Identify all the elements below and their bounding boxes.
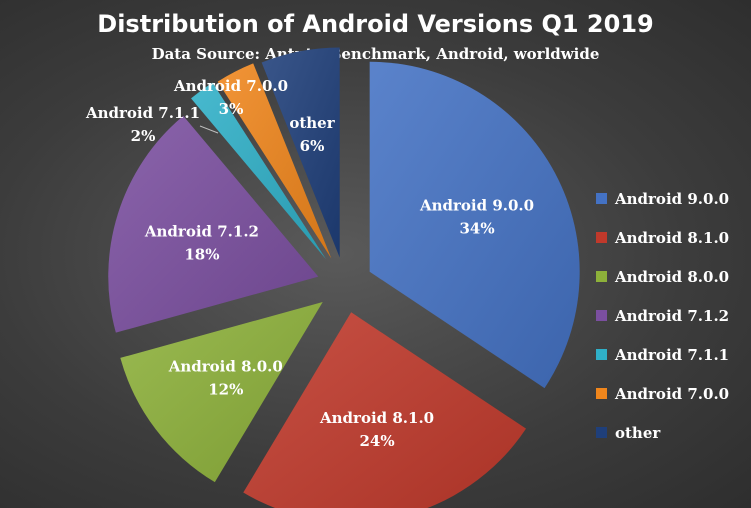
slice-labels: Android 9.0.0 34% Android 8.1.0 24% Android … — [85, 77, 534, 450]
slice-name-label-android-7-1-2: Android 7.1.2 — [144, 223, 259, 241]
slice-value-label-android-8-0-0: 12% — [208, 381, 243, 399]
legend-swatch-android-8-0-0 — [596, 271, 607, 282]
slice-shading-android-8-0-0 — [120, 301, 323, 483]
pie-slices — [108, 47, 580, 508]
legend-swatch-android-8-1-0 — [596, 232, 607, 243]
legend-label-other: other — [615, 424, 661, 442]
slice-name-label-android-7-0-0: Android 7.0.0 — [173, 77, 288, 95]
slice-value-label-android-7-0-0: 3% — [219, 100, 244, 118]
slice-value-label-android-7-1-1: 2% — [131, 127, 156, 145]
legend-swatch-android-9-0-0 — [596, 193, 607, 204]
leader-line-android-7-1-1 — [199, 125, 219, 134]
legend-label-android-8-0-0: Android 8.0.0 — [614, 268, 729, 286]
legend-label-android-9-0-0: Android 9.0.0 — [614, 190, 729, 208]
legend-swatch-other — [596, 427, 607, 438]
slice-value-label-android-8-1-0: 24% — [360, 432, 395, 450]
slice-shading-android-7-0-0 — [217, 63, 332, 259]
legend-label-android-7-0-0: Android 7.0.0 — [614, 385, 729, 403]
slice-value-label-android-9-0-0: 34% — [459, 219, 494, 237]
slice-value-label-android-7-1-2: 18% — [184, 246, 219, 264]
slice-value-label-other: 6% — [300, 137, 325, 155]
slice-shading-android-7-1-2 — [108, 115, 319, 333]
legend-label-android-8-1-0: Android 8.1.0 — [614, 229, 729, 247]
slice-shading-other — [261, 47, 340, 258]
legend: Android 9.0.0 Android 8.1.0 Android 8.0.0 A… — [596, 190, 729, 442]
slice-shading-android-9-0-0 — [369, 61, 580, 389]
slice-name-label-android-8-0-0: Android 8.0.0 — [168, 358, 283, 376]
slice-name-label-android-8-1-0: Android 8.1.0 — [319, 409, 434, 427]
slice-name-label-android-7-1-1: Android 7.1.1 — [85, 104, 200, 122]
chart-title: Distribution of Android Versions Q1 2019 — [97, 10, 654, 38]
legend-label-android-7-1-1: Android 7.1.1 — [614, 346, 729, 364]
slice-name-label-other: other — [289, 114, 335, 132]
slice-shading-android-8-1-0 — [243, 312, 527, 508]
legend-swatch-android-7-1-1 — [596, 349, 607, 360]
slice-name-label-android-9-0-0: Android 9.0.0 — [419, 196, 534, 214]
chart-subtitle: Data Source: Antutu Benchmark, Android, … — [151, 45, 600, 63]
legend-swatch-android-7-0-0 — [596, 388, 607, 399]
legend-swatch-android-7-1-2 — [596, 310, 607, 321]
slice-shading-android-7-1-1 — [191, 82, 327, 260]
legend-label-android-7-1-2: Android 7.1.2 — [614, 307, 729, 325]
